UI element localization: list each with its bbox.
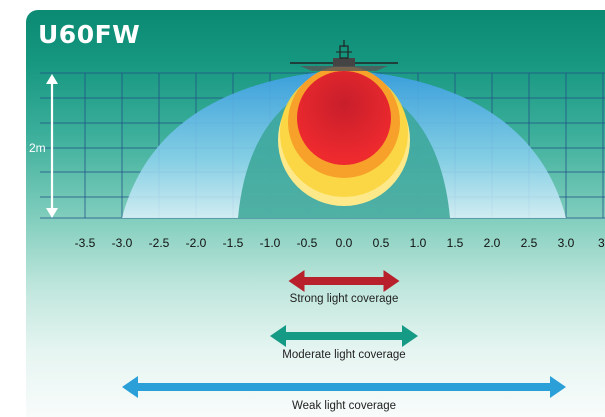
height-label: 2m — [29, 141, 46, 155]
x-tick-label: -2.0 — [185, 236, 207, 250]
x-tick-label: 2.0 — [483, 236, 501, 250]
height-arrow-bottom — [46, 208, 58, 218]
x-tick-label: 0.5 — [372, 236, 390, 250]
product-title: U60FW — [38, 20, 141, 49]
x-tick-label: -3.5 — [74, 236, 96, 250]
x-tick-label: 1.0 — [409, 236, 427, 250]
x-tick-label: -0.5 — [296, 236, 318, 250]
coverage-arrow — [288, 270, 400, 292]
height-arrow-top — [46, 74, 58, 84]
coverage-label: Weak light coverage — [292, 400, 396, 412]
coverage-label: Moderate light coverage — [282, 349, 406, 361]
coverage-arrow — [122, 376, 566, 398]
x-tick-label: 2.5 — [520, 236, 538, 250]
x-tick-label: 1.5 — [446, 236, 464, 250]
x-tick-label: 0.0 — [335, 236, 353, 250]
x-tick-label: 3.0 — [557, 236, 575, 250]
strong-light-circle — [297, 71, 391, 165]
x-tick-label: -1.5 — [222, 236, 244, 250]
x-tick-label: -2.5 — [148, 236, 170, 250]
x-tick-label: -1.0 — [259, 236, 281, 250]
fixture-shade — [300, 66, 388, 71]
coverage-label: Strong light coverage — [289, 293, 399, 305]
fixture-body — [333, 58, 355, 67]
x-tick-label: 3. — [597, 236, 605, 250]
x-tick-label: -3.0 — [111, 236, 133, 250]
coverage-arrow — [270, 325, 418, 347]
